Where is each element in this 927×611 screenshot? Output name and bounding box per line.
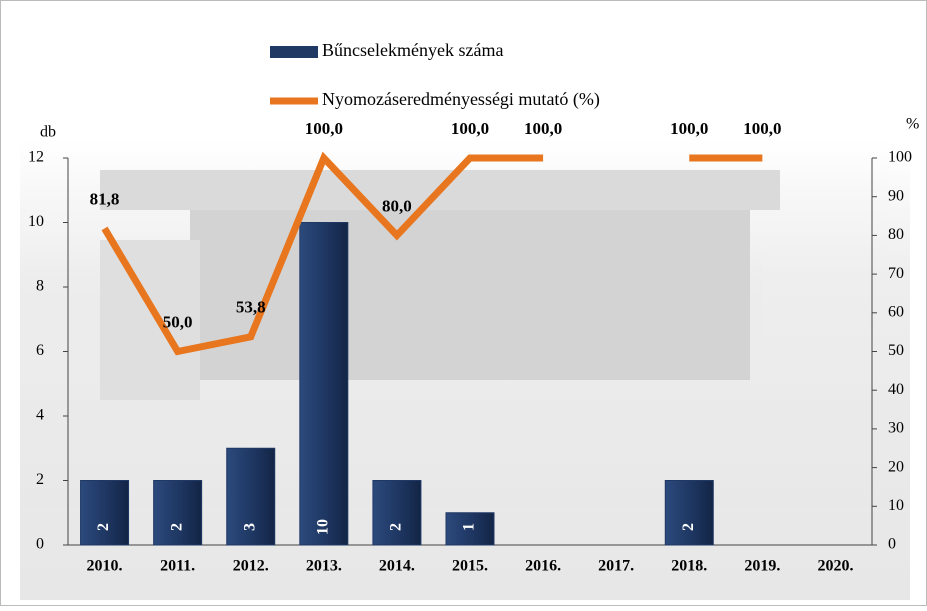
y-tick-label: 4 <box>36 407 44 424</box>
y-tick-label: 8 <box>36 278 44 295</box>
bar <box>373 481 421 546</box>
bar-label: 3 <box>241 523 258 531</box>
data-label: 100,0 <box>451 119 489 138</box>
x-tick-label: 2020. <box>817 558 853 575</box>
bar-label: 2 <box>680 523 697 531</box>
data-label: 100,0 <box>743 119 781 138</box>
x-tick-label: 2018. <box>671 558 707 575</box>
x-tick-label: 2017. <box>598 558 634 575</box>
data-label: 50,0 <box>163 312 193 331</box>
x-tick-label: 2015. <box>452 558 488 575</box>
x-tick-label: 2014. <box>379 558 415 575</box>
x-tick-label: 2013. <box>306 558 342 575</box>
x-tick-label: 2010. <box>87 558 123 575</box>
bar <box>154 481 202 546</box>
bar-label: 1 <box>461 523 478 531</box>
y2-tick-label: 30 <box>888 420 904 437</box>
y2-tick-label: 70 <box>888 265 904 282</box>
x-tick-label: 2019. <box>744 558 780 575</box>
y2-axis-label: % <box>906 116 919 133</box>
legend-swatch <box>270 46 318 58</box>
y2-tick-label: 50 <box>888 342 904 359</box>
y2-tick-label: 80 <box>888 226 904 243</box>
bar-label: 10 <box>314 519 331 535</box>
y2-tick-label: 10 <box>888 497 904 514</box>
data-label: 100,0 <box>305 119 343 138</box>
y2-tick-label: 60 <box>888 303 904 320</box>
data-label: 81,8 <box>90 189 120 208</box>
y2-tick-label: 20 <box>888 458 904 475</box>
data-label: 53,8 <box>236 298 266 317</box>
x-tick-label: 2012. <box>233 558 269 575</box>
y2-tick-label: 100 <box>888 149 912 166</box>
data-label: 100,0 <box>524 119 562 138</box>
data-label: 100,0 <box>670 119 708 138</box>
x-tick-label: 2016. <box>525 558 561 575</box>
chart: db % 02468101201020304050607080901002010… <box>0 0 927 606</box>
bar <box>81 481 129 546</box>
bar <box>300 223 348 546</box>
y-tick-label: 6 <box>36 342 44 359</box>
y-tick-label: 12 <box>28 149 44 166</box>
bar-label: 2 <box>388 523 405 531</box>
y2-tick-label: 0 <box>888 536 896 553</box>
y2-tick-label: 40 <box>888 381 904 398</box>
y-tick-label: 0 <box>36 536 44 553</box>
legend-label: Bűncselekmények száma <box>322 40 503 60</box>
legend-label: Nyomozáseredményességi mutató (%) <box>322 89 600 110</box>
bar-label: 2 <box>95 523 112 531</box>
x-tick-label: 2011. <box>160 558 195 575</box>
data-label: 80,0 <box>382 196 412 215</box>
bar <box>665 481 713 546</box>
y-axis-label: db <box>40 124 56 141</box>
bar-label: 2 <box>168 523 185 531</box>
y-tick-label: 10 <box>28 213 44 230</box>
y-tick-label: 2 <box>36 471 44 488</box>
y2-tick-label: 90 <box>888 187 904 204</box>
